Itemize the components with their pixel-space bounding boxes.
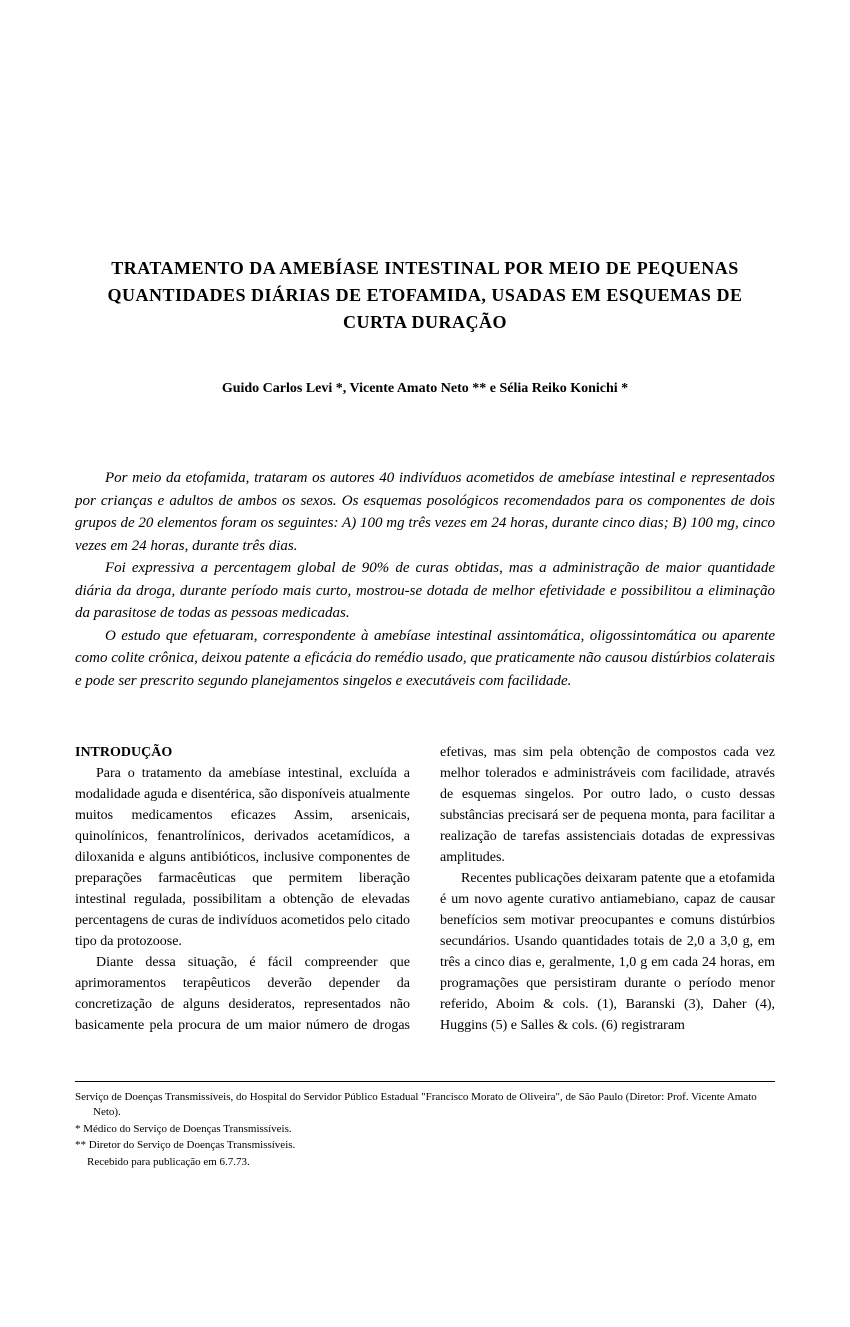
paper-title: TRATAMENTO DA AMEBÍASE INTESTINAL POR ME… — [75, 255, 775, 336]
abstract-paragraph: O estudo que efetuaram, correspondente à… — [75, 625, 775, 693]
footnote-received: Recebido para publicação em 6.7.73. — [75, 1155, 775, 1170]
footnotes-block: Serviço de Doenças Transmissíveis, do Ho… — [75, 1081, 775, 1170]
body-columns: INTRODUÇÃO Para o tratamento da amebíase… — [75, 742, 775, 1036]
body-paragraph: Para o tratamento da amebíase intestinal… — [75, 763, 410, 952]
abstract-paragraph: Por meio da etofamida, trataram os autor… — [75, 467, 775, 557]
paper-authors: Guido Carlos Levi *, Vicente Amato Neto … — [75, 381, 775, 397]
body-paragraph: Recentes publicações deixaram patente qu… — [440, 868, 775, 1036]
footnote-author-role: * Médico do Serviço de Doenças Transmiss… — [75, 1122, 775, 1137]
section-header-introduction: INTRODUÇÃO — [75, 742, 410, 763]
abstract-block: Por meio da etofamida, trataram os autor… — [75, 467, 775, 692]
footnote-affiliation: Serviço de Doenças Transmissíveis, do Ho… — [75, 1090, 775, 1121]
footnote-author-role: ** Diretor do Serviço de Doenças Transmi… — [75, 1138, 775, 1153]
abstract-paragraph: Foi expressiva a percentagem global de 9… — [75, 557, 775, 625]
